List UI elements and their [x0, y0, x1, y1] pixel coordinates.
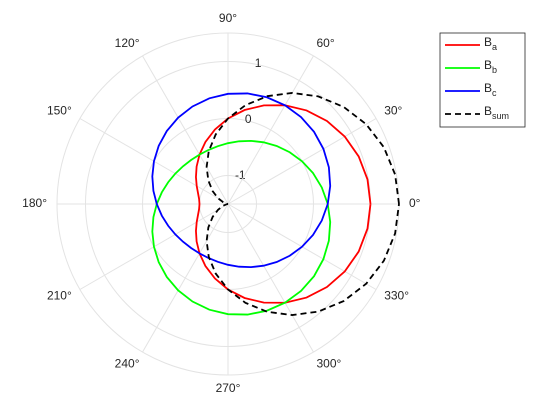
theta-tick-label: 330°: [384, 289, 409, 303]
theta-tick-label: 0°: [409, 196, 421, 210]
r-tick-label: -1: [235, 168, 246, 182]
theta-tick-label: 300°: [317, 356, 342, 370]
theta-tick-label: 120°: [115, 36, 140, 50]
theta-tick-label: 150°: [47, 104, 72, 118]
legend-box: [439, 32, 526, 128]
series-line: [205, 92, 400, 316]
theta-tick-label: 210°: [47, 289, 72, 303]
r-tick-label: 1: [255, 56, 262, 70]
r-tick-label: 0: [245, 112, 252, 126]
theta-tick-label: 240°: [115, 356, 140, 370]
theta-grid-line: [142, 55, 229, 205]
theta-grid-line: [227, 203, 314, 353]
theta-tick-label: 90°: [219, 11, 237, 25]
theta-grid-line: [142, 203, 229, 353]
theta-grid-line: [227, 55, 314, 205]
polar-grid: -1 0 1 0° 30° 60° 90° 120° 150° 180° 210° 240° 270° 3…: [22, 11, 421, 395]
theta-tick-label: 30°: [384, 104, 402, 118]
theta-tick-label: 270°: [216, 381, 241, 395]
plot-area: [151, 92, 400, 316]
theta-tick-label: 60°: [317, 36, 335, 50]
theta-tick-label: 180°: [22, 196, 47, 210]
series-line: [151, 92, 332, 269]
